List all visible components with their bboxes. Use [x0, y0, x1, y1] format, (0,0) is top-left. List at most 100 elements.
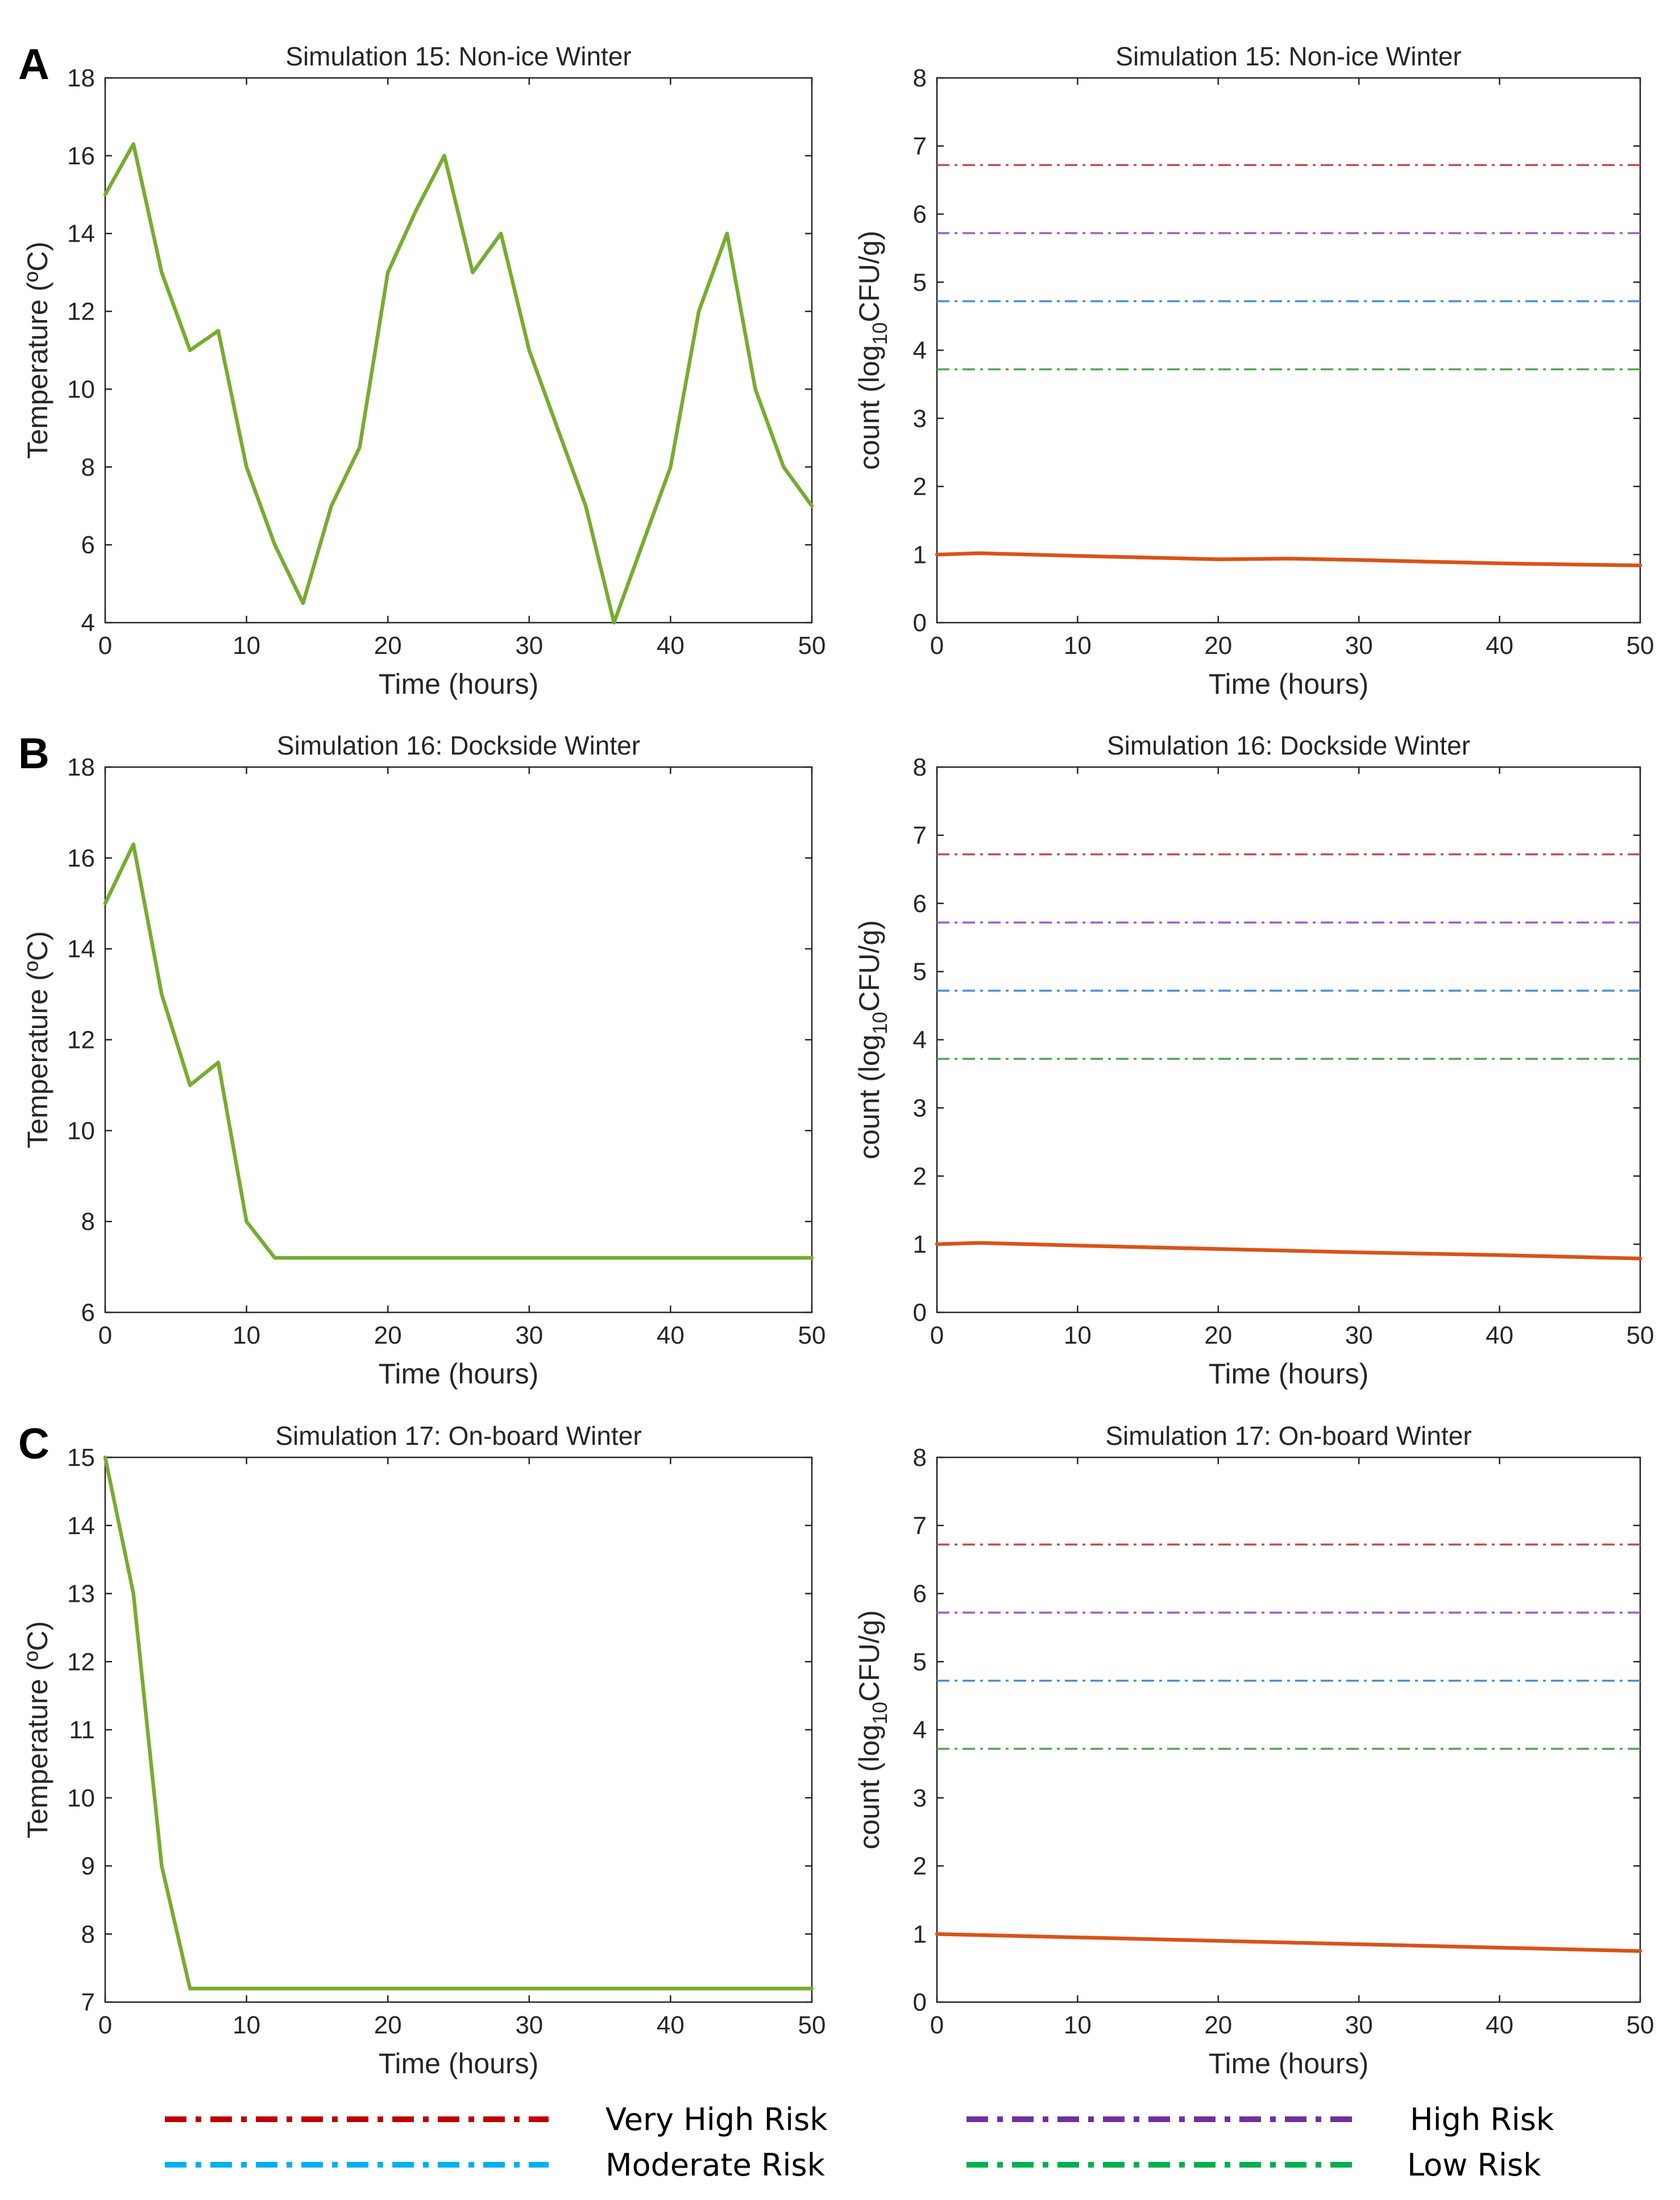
y-tick-label: 4	[913, 337, 927, 364]
x-tick-label: 40	[657, 632, 685, 660]
plot-frame	[104, 766, 813, 1314]
x-tick-label: 40	[1486, 632, 1513, 660]
legend-label-low-risk: Low Risk	[1407, 2147, 1541, 2183]
y-axis-label: count (log10CFU/g)	[853, 231, 891, 470]
y-axis-label-main: count (log	[853, 1034, 885, 1159]
y-tick-label: 8	[913, 1444, 927, 1472]
x-tick-label: 40	[657, 1321, 685, 1349]
x-tick-label: 50	[798, 1321, 826, 1349]
y-tick-label: 3	[913, 1784, 927, 1812]
y-tick-label: 15	[67, 1444, 95, 1472]
x-tick-label: 30	[515, 1321, 543, 1349]
chart-title: Simulation 17: On-board Winter	[1105, 1421, 1471, 1451]
legend-label-very-high-risk: Very High Risk	[605, 2102, 828, 2137]
x-axis-label: Time (hours)	[379, 668, 539, 700]
legend: Very High Risk High Risk Moderate Risk L…	[165, 2102, 1554, 2183]
x-tick-label: 10	[233, 632, 260, 660]
y-tick-label: 7	[913, 1512, 927, 1540]
series-line-count	[935, 1932, 1642, 1953]
y-tick-label: 16	[67, 844, 95, 872]
plot-frame	[104, 77, 813, 624]
x-tick-label: 0	[930, 1321, 944, 1349]
plot-frame	[936, 77, 1641, 624]
x-tick-label: 30	[1345, 1321, 1373, 1349]
x-tick-label: 10	[1064, 2011, 1092, 2039]
y-tick-label: 0	[913, 609, 927, 637]
y-tick-label: 12	[67, 1026, 95, 1054]
x-tick-label: 20	[1204, 1321, 1232, 1349]
y-tick-label: 5	[913, 268, 927, 296]
x-axis-label: Time (hours)	[1209, 1358, 1369, 1390]
y-axis-label: count (log10CFU/g)	[853, 1610, 891, 1850]
y-tick-label: 14	[67, 1512, 95, 1540]
panel-letter-c: C	[18, 1420, 49, 1468]
y-tick-label: 6	[913, 890, 927, 918]
y-tick-label: 4	[913, 1716, 927, 1744]
y-tick-label: 0	[913, 1988, 927, 2016]
y-tick-label: 12	[67, 298, 95, 326]
y-axis-label: Temperature (ºC)	[22, 1621, 53, 1838]
y-axis-label-tail: CFU/g)	[853, 231, 885, 322]
y-tick-label: 3	[913, 1094, 927, 1122]
chart-title: Simulation 16: Dockside Winter	[277, 731, 640, 760]
y-axis-label-tail: CFU/g)	[853, 920, 885, 1012]
y-tick-label: 8	[913, 64, 927, 92]
chart-b-count: Simulation 16: Dockside Winter 0 10 20 30 40 5…	[853, 731, 1654, 1390]
y-tick-label: 1	[913, 1920, 927, 1948]
y-tick-label: 11	[69, 1716, 95, 1744]
y-tick-label: 12	[67, 1648, 95, 1676]
x-axis-label: Time (hours)	[1209, 668, 1369, 700]
y-tick-label: 2	[913, 1162, 927, 1190]
chart-title: Simulation 15: Non-ice Winter	[1115, 42, 1461, 71]
x-tick-label: 50	[1627, 1321, 1654, 1349]
y-tick-label: 6	[81, 1299, 95, 1327]
x-tick-label: 0	[98, 632, 112, 660]
x-tick-label: 0	[930, 2011, 944, 2039]
y-tick-label: 2	[913, 473, 927, 501]
y-tick-label: 16	[67, 142, 95, 170]
legend-label-moderate-risk: Moderate Risk	[605, 2147, 826, 2183]
x-tick-label: 10	[233, 2011, 260, 2039]
series-line-temperature	[103, 1455, 814, 1991]
x-tick-label: 30	[1345, 2011, 1373, 2039]
y-tick-label: 6	[913, 201, 927, 229]
x-axis-label: Time (hours)	[379, 2048, 539, 2079]
y-axis-label: count (log10CFU/g)	[853, 920, 891, 1159]
x-tick-label: 20	[1204, 2011, 1232, 2039]
y-tick-label: 7	[81, 1988, 95, 2016]
y-tick-label: 18	[67, 64, 95, 92]
y-tick-label: 7	[913, 822, 927, 850]
y-tick-label: 8	[81, 1208, 95, 1236]
x-tick-label: 0	[98, 2011, 112, 2039]
series-line-temperature	[103, 842, 814, 1260]
y-tick-label: 10	[67, 1784, 95, 1812]
x-tick-label: 40	[657, 2011, 685, 2039]
plot-frame	[936, 766, 1641, 1314]
legend-label-high-risk: High Risk	[1410, 2102, 1554, 2137]
x-tick-label: 50	[798, 632, 826, 660]
y-axis-label-main: count (log	[853, 1725, 885, 1850]
chart-c-temp: Simulation 17: On-board Winter C 0 10 20 30 40…	[18, 1420, 826, 2079]
x-tick-label: 10	[233, 1321, 260, 1349]
x-tick-label: 40	[1486, 1321, 1513, 1349]
x-tick-label: 40	[1486, 2011, 1513, 2039]
x-tick-label: 10	[1064, 1321, 1092, 1349]
x-tick-label: 50	[1627, 632, 1654, 660]
chart-title: Simulation 16: Dockside Winter	[1107, 731, 1470, 760]
x-tick-label: 20	[374, 2011, 402, 2039]
y-tick-label: 10	[67, 1117, 95, 1145]
plot-frame	[104, 1456, 813, 2003]
x-tick-label: 30	[515, 632, 543, 660]
y-tick-label: 14	[67, 935, 95, 963]
y-tick-label: 8	[81, 453, 95, 481]
x-axis-label: Time (hours)	[1209, 2048, 1369, 2079]
y-tick-label: 1	[913, 541, 927, 569]
panel-letter-b: B	[18, 730, 49, 778]
y-tick-label: 18	[67, 753, 95, 781]
x-tick-label: 30	[1345, 632, 1373, 660]
x-tick-label: 50	[798, 2011, 826, 2039]
y-tick-label: 5	[913, 1648, 927, 1676]
